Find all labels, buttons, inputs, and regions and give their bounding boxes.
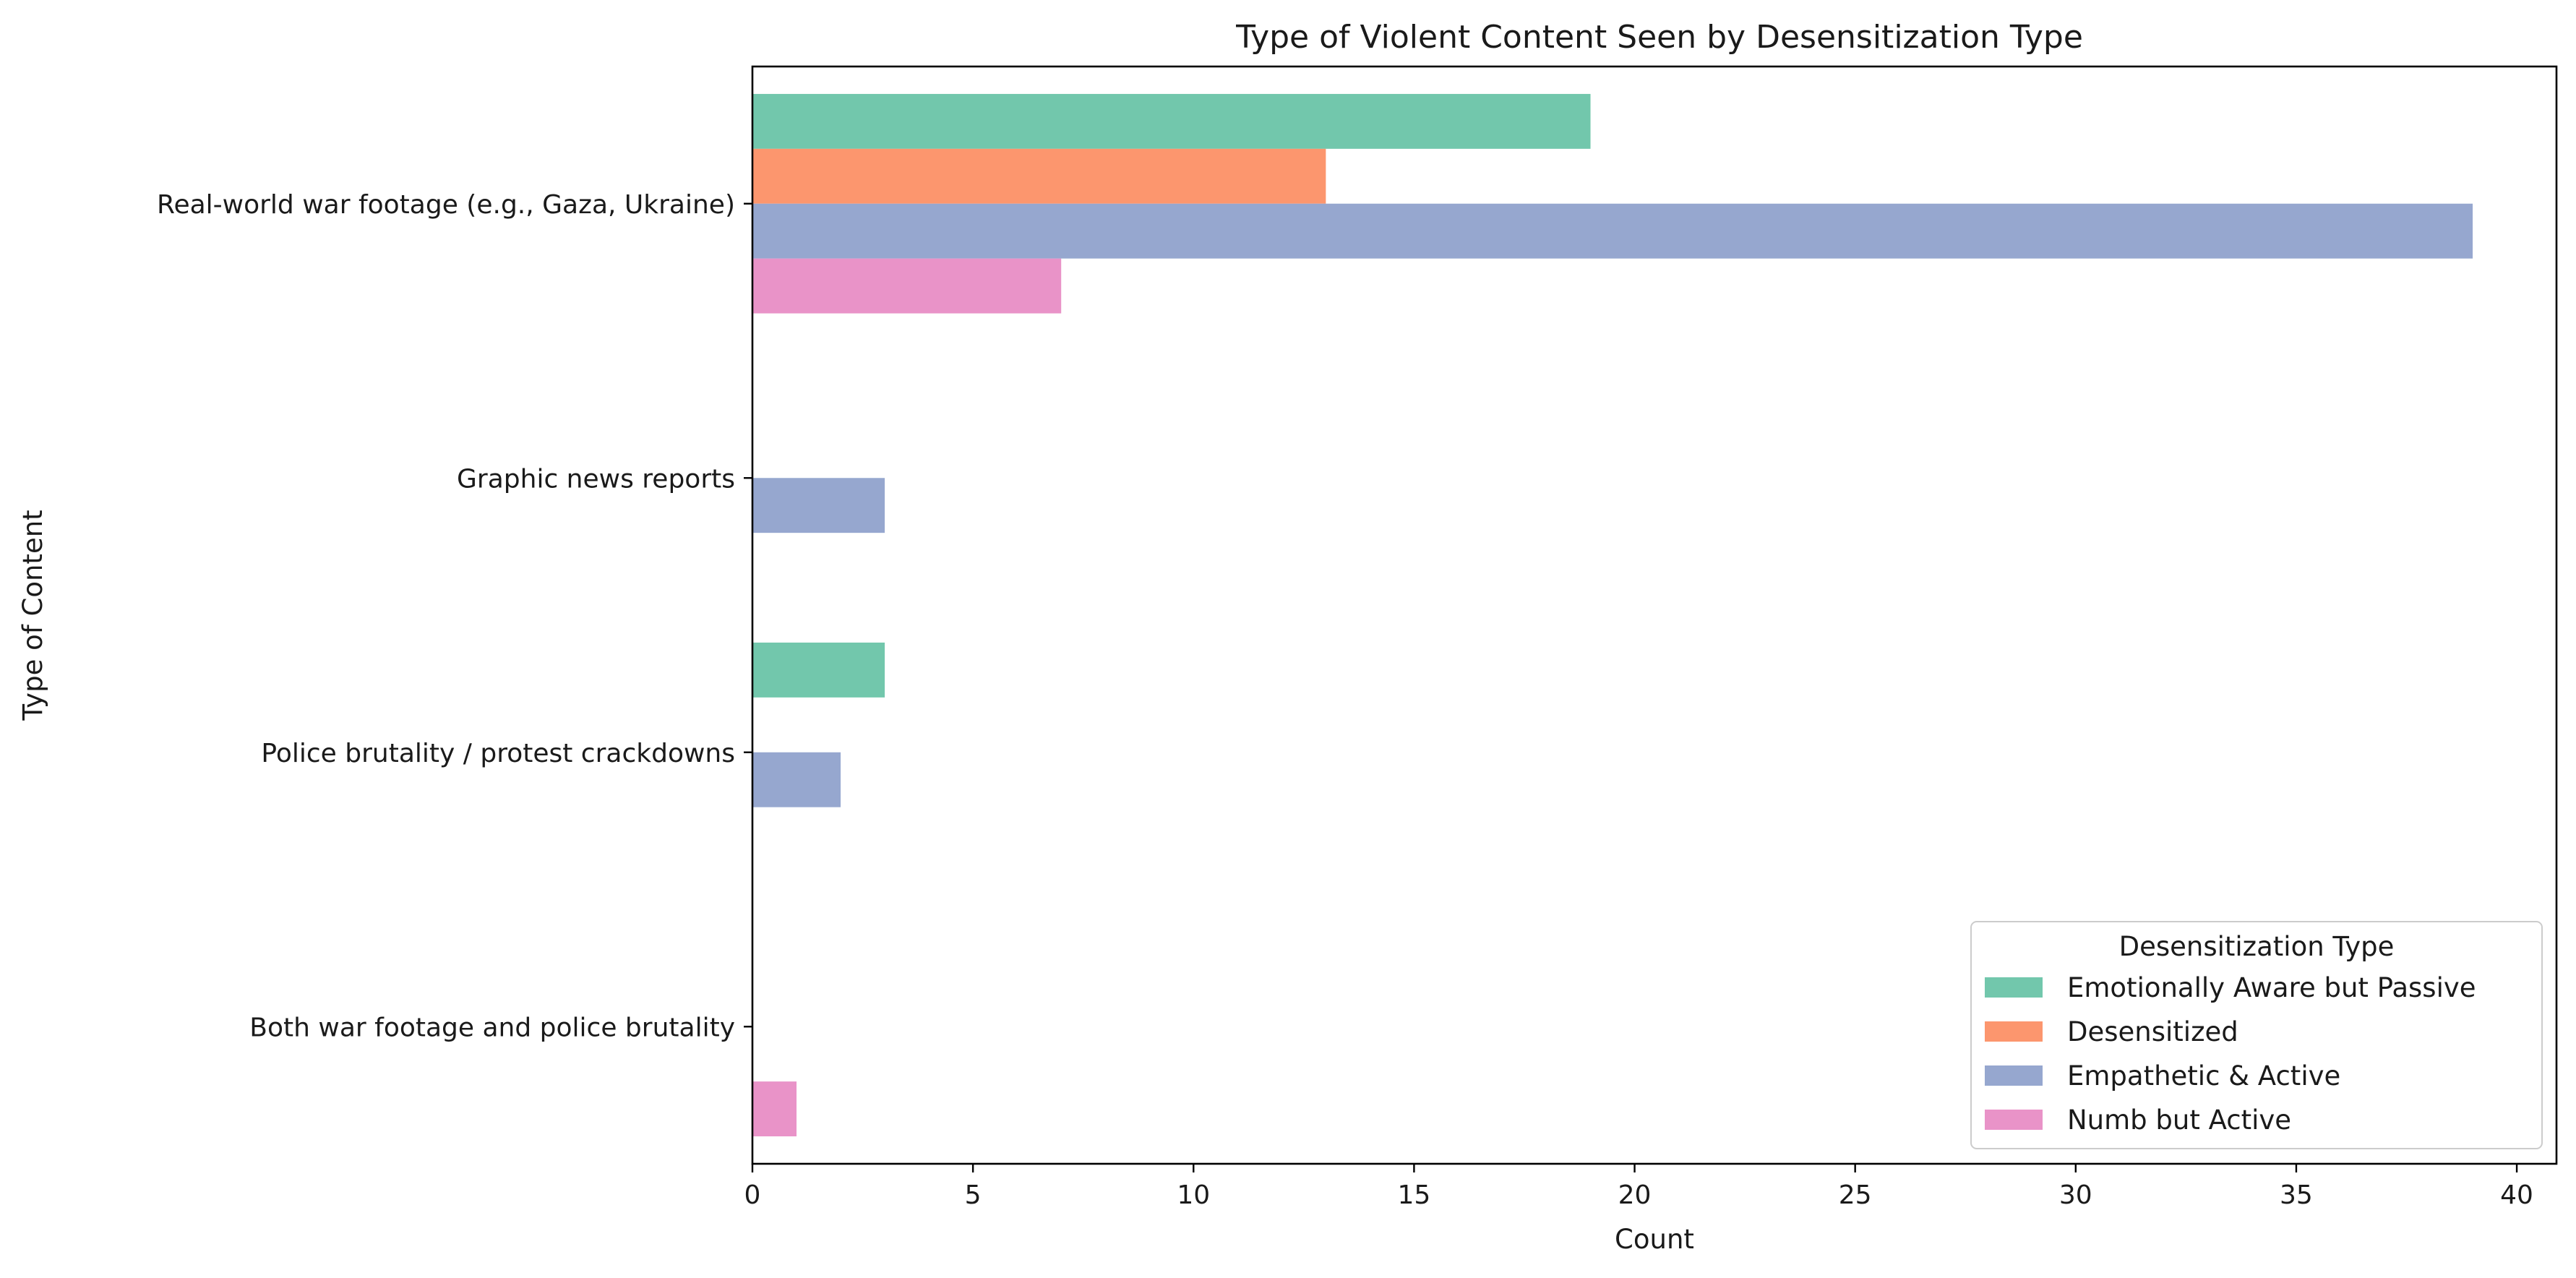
bar-4-1 [752, 258, 1062, 314]
legend-items: Emotionally Aware but Passive Desensitize… [1985, 972, 2476, 1136]
bar-3-3 [752, 752, 841, 807]
legend-frame [1970, 921, 2543, 1149]
x-tick-label-6: 25 [1839, 1180, 1872, 1210]
legend-swatch-4 [1985, 1110, 2043, 1130]
y-tick-label-1: Real-world war footage (e.g., Gaza, Ukra… [157, 190, 735, 220]
x-tick-label-1: 0 [744, 1180, 761, 1210]
x-axis-ticks: 0 5 10 15 20 25 30 35 40 [744, 1164, 2533, 1210]
y-axis-ticks: Real-world war footage (e.g., Gaza, Ukra… [157, 190, 752, 1042]
legend-label-3: Empathetic & Active [2067, 1060, 2340, 1092]
legend-swatch-2 [1985, 1021, 2043, 1042]
y-axis-title: Type of Content [17, 510, 48, 721]
legend-label-4: Numb but Active [2067, 1105, 2291, 1136]
x-tick-label-3: 10 [1177, 1180, 1210, 1210]
bar-1-3 [752, 642, 885, 698]
bar-1-1 [752, 93, 1591, 149]
bar-2-1 [752, 148, 1326, 204]
x-tick-label-7: 30 [2059, 1180, 2092, 1210]
x-axis-title: Count [1615, 1224, 1694, 1255]
legend-swatch-3 [1985, 1065, 2043, 1086]
legend-title: Desensitization Type [2119, 931, 2395, 962]
y-tick-label-4: Both war footage and police brutality [249, 1013, 735, 1042]
y-tick-label-2: Graphic news reports [457, 464, 735, 494]
y-tick-label-3: Police brutality / protest crackdowns [261, 739, 735, 768]
x-tick-label-4: 15 [1397, 1180, 1430, 1210]
legend: Desensitization Type Emotionally Aware b… [1970, 921, 2543, 1149]
legend-label-1: Emotionally Aware but Passive [2067, 972, 2476, 1003]
bars-layer [752, 93, 2473, 1137]
x-tick-label-2: 5 [965, 1180, 982, 1210]
x-tick-label-9: 40 [2500, 1180, 2533, 1210]
bar-3-2 [752, 478, 885, 533]
bar-4-4 [752, 1081, 797, 1137]
x-tick-label-8: 35 [2280, 1180, 2313, 1210]
chart-title: Type of Violent Content Seen by Desensit… [1235, 19, 2083, 56]
legend-label-2: Desensitized [2067, 1016, 2238, 1047]
x-tick-label-5: 20 [1618, 1180, 1652, 1210]
plot-frame [751, 65, 2558, 1165]
bar-3-1 [752, 203, 2473, 259]
legend-swatch-1 [1985, 977, 2043, 998]
